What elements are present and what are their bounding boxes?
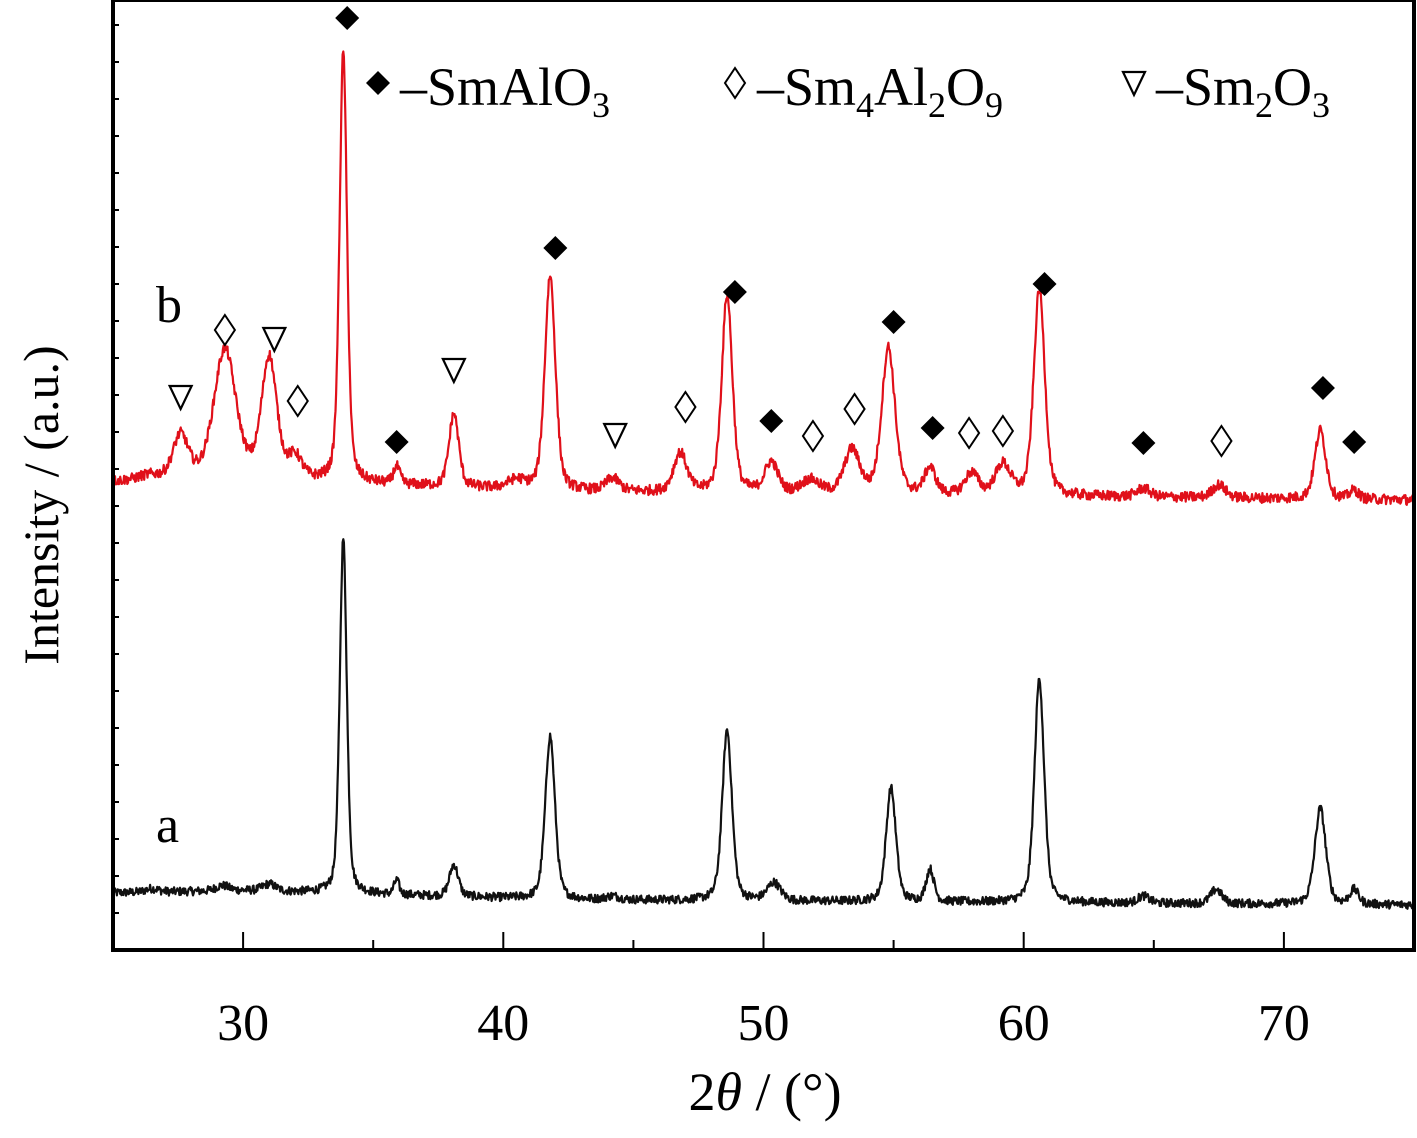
x-tick-label: 60: [998, 995, 1050, 1052]
phase-marker-filled-diamond: [335, 6, 360, 30]
y-axis-label: Intensity / (a.u.): [13, 345, 69, 664]
legend-marker-open-diamond: [723, 66, 747, 100]
labels: Intensity / (a.u.) 2θ / (°) a b: [13, 277, 842, 1122]
x-axis-label-two: 2: [688, 1062, 715, 1122]
x-axis-label-theta: θ: [715, 1062, 742, 1122]
phase-marker-open-diamond: [674, 390, 697, 424]
legend-marker-open-triangle-down: [1121, 70, 1147, 98]
phase-marker-open-diamond: [801, 419, 825, 453]
x-tick-label: 30: [217, 995, 269, 1052]
phase-marker-open-diamond: [286, 384, 309, 418]
phase-marker-filled-diamond: [384, 430, 409, 454]
series-a-line: [111, 538, 1416, 910]
series-b-line: [112, 50, 1416, 506]
phase-marker-filled-diamond: [759, 409, 784, 433]
phase-marker-open-diamond: [991, 414, 1015, 448]
phase-marker-open-diamond: [843, 392, 866, 426]
phase-marker-open-triangle-down: [602, 422, 628, 450]
x-tick-label: 40: [477, 995, 529, 1052]
phase-marker-open-diamond: [957, 416, 981, 450]
series-layer: [111, 50, 1416, 910]
series-label-b: b: [156, 277, 182, 334]
x-tick-label: 70: [1258, 995, 1310, 1052]
phase-marker-open-diamond: [1210, 424, 1233, 458]
phase-marker-filled-diamond: [1342, 430, 1367, 454]
phase-marker-open-triangle-down: [167, 384, 194, 412]
phase-marker-open-triangle-down: [261, 326, 288, 354]
phase-marker-open-triangle-down: [441, 357, 467, 385]
x-axis-label-unit: / (°): [742, 1062, 842, 1122]
legend-label: –Sm2​O3​: [1155, 57, 1330, 125]
phase-marker-filled-diamond: [1131, 431, 1156, 455]
phase-marker-layer: [167, 6, 1367, 458]
x-axis-label: 2θ / (°): [688, 1062, 841, 1122]
legend-marker-filled-diamond: [366, 71, 390, 95]
axes: 30 40 50 60 70: [111, 0, 1416, 1052]
series-label-a: a: [156, 797, 179, 854]
phase-marker-filled-diamond: [1032, 272, 1057, 296]
phase-marker-filled-diamond: [543, 236, 568, 260]
legend: –SmAlO3​ –Sm4​Al2​O9​ –Sm2​O3​: [366, 57, 1330, 125]
legend-label: –Sm4​Al2​O9​: [756, 57, 1003, 125]
legend-label: –SmAlO3​: [399, 57, 610, 125]
phase-marker-filled-diamond: [1310, 376, 1335, 400]
phase-marker-filled-diamond: [881, 310, 906, 334]
phase-marker-filled-diamond: [920, 416, 945, 440]
phase-marker-filled-diamond: [722, 280, 747, 304]
x-tick-label: 50: [738, 995, 790, 1052]
phase-marker-open-diamond: [213, 313, 237, 347]
